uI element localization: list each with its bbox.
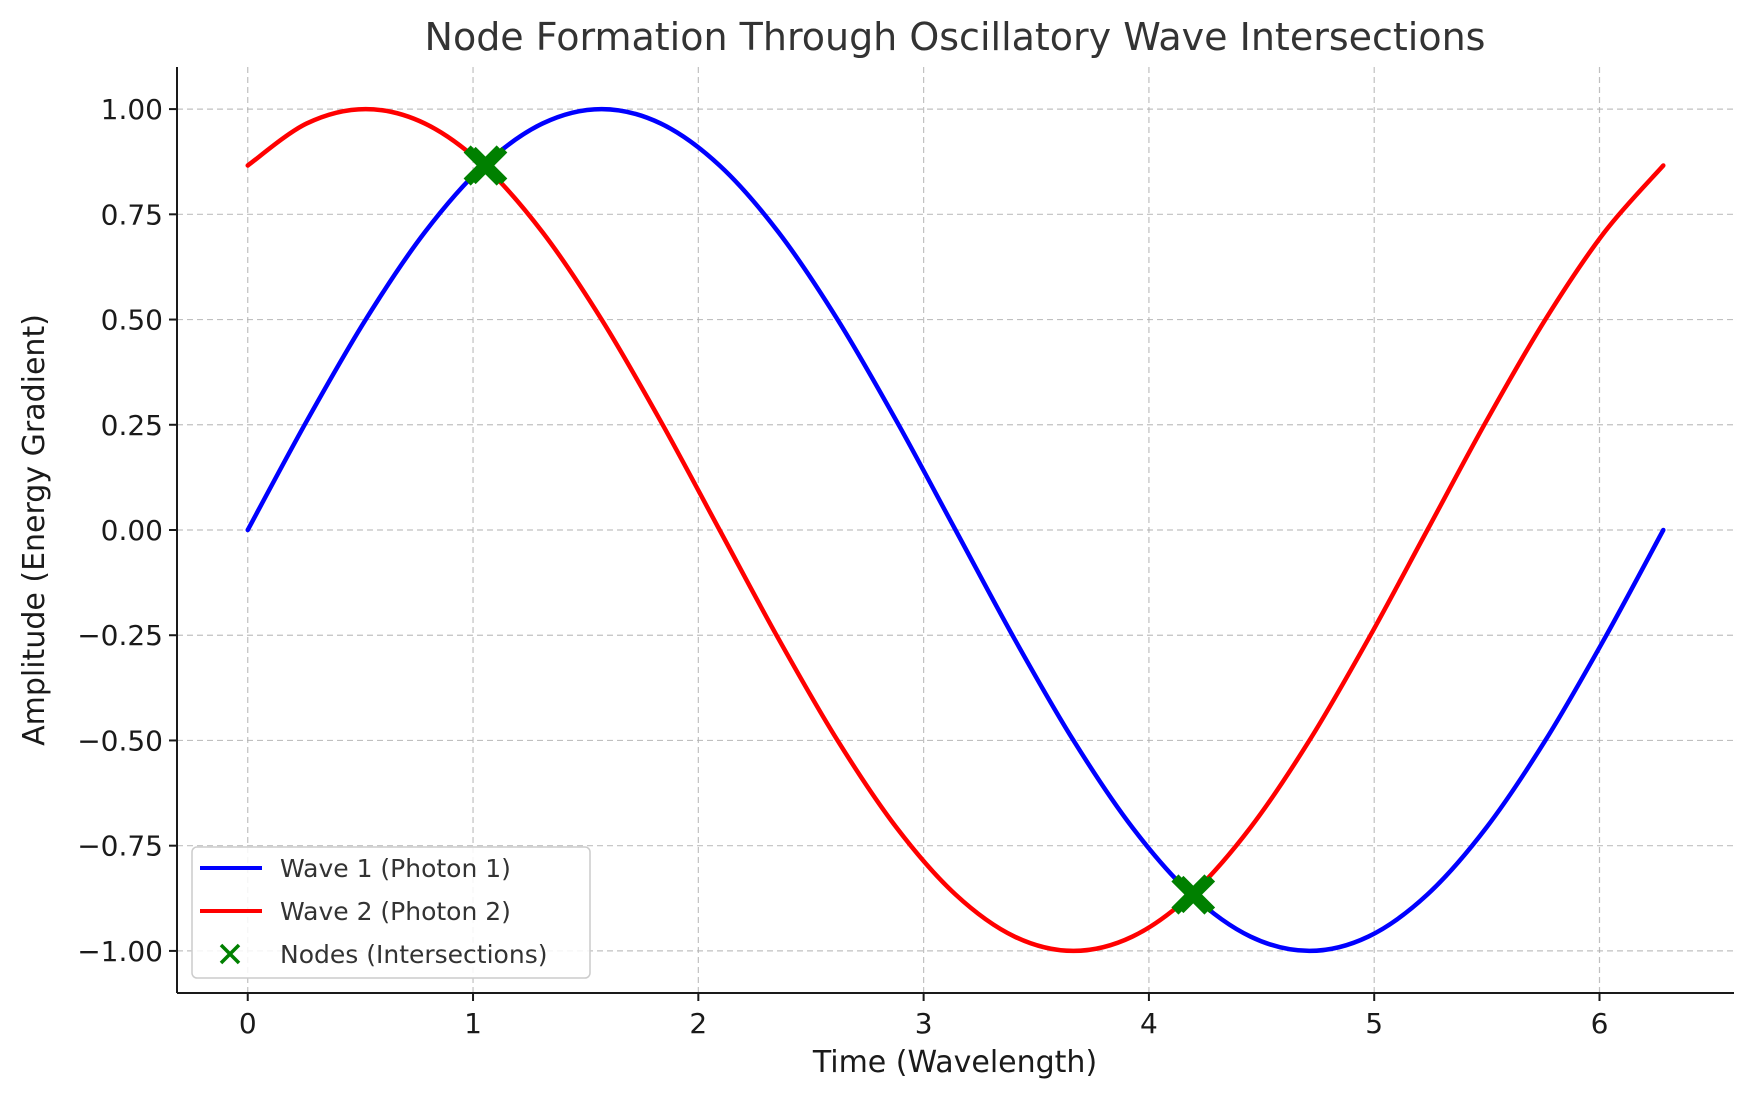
- legend-box: [191, 846, 591, 979]
- chart-title: Node Formation Through Oscillatory Wave …: [425, 15, 1486, 59]
- node-marker: [1171, 874, 1216, 915]
- x-tick-label: 2: [689, 1007, 707, 1040]
- x-tick-label: 3: [915, 1007, 933, 1040]
- legend-swatch-nodes: [219, 943, 241, 965]
- x-tick-label: 1: [464, 1007, 482, 1040]
- x-tick-label: 5: [1365, 1007, 1383, 1040]
- legend-label-wave-2: Wave 2 (Photon 2): [280, 897, 511, 926]
- legend-label-nodes: Nodes (Intersections): [280, 940, 547, 969]
- legend-label-wave-1: Wave 1 (Photon 1): [280, 854, 511, 883]
- y-tick-label: −0.25: [77, 619, 163, 652]
- node-marker: [463, 145, 508, 186]
- x-tick-label: 4: [1140, 1007, 1158, 1040]
- y-tick-label: −0.50: [77, 724, 163, 757]
- y-tick-label: −1.00: [77, 935, 163, 968]
- legend: Wave 1 (Photon 1) Wave 2 (Photon 2) Node…: [191, 846, 591, 979]
- y-tick-label: 0.25: [101, 409, 163, 442]
- y-tick-label: 0.50: [101, 304, 163, 337]
- y-tick-label: 0.75: [101, 198, 163, 231]
- x-tick-label: 0: [239, 1007, 257, 1040]
- x-tick-label: 6: [1591, 1007, 1609, 1040]
- axis-ticks: 0 1 2 3 4 5 6 1.00 0.75 0.50 0.25 0.00 −0.25 −0.50 −0.…: [77, 93, 1608, 1040]
- y-axis-title: Amplitude (Energy Gradient): [17, 314, 52, 746]
- y-tick-label: 1.00: [101, 93, 163, 126]
- intersection-nodes: [463, 145, 1216, 915]
- series-line-wave-2: [245, 106, 1666, 954]
- y-tick-label: −0.75: [77, 830, 163, 863]
- x-axis-title: Time (Wavelength): [812, 1045, 1097, 1080]
- y-tick-label: 0.00: [101, 514, 163, 547]
- grid-lines: [177, 67, 1734, 993]
